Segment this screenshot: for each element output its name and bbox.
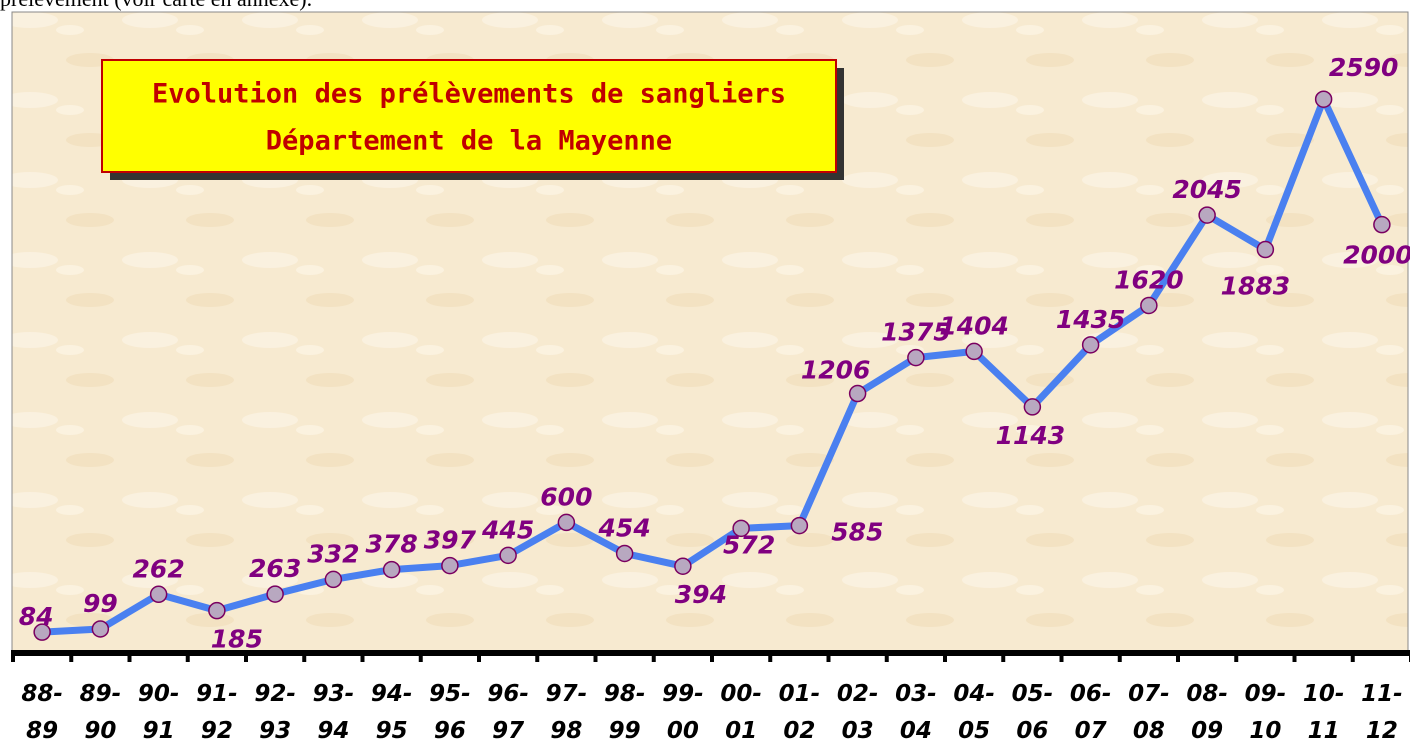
value-label: 2000 bbox=[1343, 241, 1410, 270]
value-label: 394 bbox=[675, 580, 727, 609]
value-label: 397 bbox=[424, 526, 477, 555]
marker bbox=[732, 519, 750, 538]
value-label: 1435 bbox=[1056, 305, 1126, 334]
marker bbox=[615, 544, 634, 563]
x-tick-label: 00- 01 bbox=[720, 681, 762, 744]
marker bbox=[674, 557, 692, 575]
value-label: 1206 bbox=[801, 356, 871, 385]
x-tick-label: 89- 90 bbox=[79, 681, 122, 744]
value-label: 1375 bbox=[881, 318, 951, 347]
x-tick-label: 99- 00 bbox=[662, 681, 704, 744]
marker bbox=[965, 342, 983, 361]
marker bbox=[1198, 206, 1216, 224]
x-tick-label: 94- 95 bbox=[370, 681, 413, 744]
marker bbox=[266, 585, 284, 603]
x-tick-label: 06- 07 bbox=[1069, 681, 1112, 744]
marker bbox=[149, 585, 168, 604]
x-tick-label: 95- 96 bbox=[429, 681, 471, 744]
marker bbox=[441, 556, 459, 575]
x-tick-label: 97- 98 bbox=[545, 681, 588, 744]
marker bbox=[1373, 215, 1391, 234]
value-label: 585 bbox=[831, 518, 883, 547]
marker bbox=[324, 570, 343, 589]
marker bbox=[1081, 336, 1100, 354]
marker bbox=[1023, 398, 1042, 416]
marker bbox=[499, 546, 517, 565]
x-tick-label: 09- 10 bbox=[1244, 681, 1287, 744]
marker bbox=[1140, 296, 1158, 315]
value-label: 84 bbox=[19, 602, 54, 631]
title-box bbox=[101, 59, 837, 173]
x-tick-label: 04- 05 bbox=[953, 681, 995, 744]
x-tick-label: 08- 09 bbox=[1186, 681, 1228, 744]
marker bbox=[1314, 90, 1333, 108]
value-label: 445 bbox=[481, 515, 534, 544]
marker bbox=[91, 620, 110, 638]
x-tick-label: 96- 97 bbox=[487, 681, 529, 744]
marker bbox=[1256, 240, 1275, 259]
x-tick-label: 88- 89 bbox=[21, 681, 63, 744]
value-label: 185 bbox=[211, 625, 263, 654]
value-label: 263 bbox=[249, 554, 301, 583]
data-line bbox=[41, 95, 1386, 636]
value-label: 99 bbox=[83, 589, 118, 618]
marker bbox=[907, 348, 925, 367]
value-label: 454 bbox=[598, 513, 651, 542]
header-text: prélèvement (voir carte en annexe). bbox=[0, 0, 312, 12]
value-label: 2045 bbox=[1172, 175, 1242, 204]
x-tick-label: 07- 08 bbox=[1128, 681, 1170, 744]
value-label: 2590 bbox=[1329, 53, 1399, 82]
marker bbox=[790, 516, 809, 535]
marker bbox=[848, 384, 867, 403]
marker bbox=[208, 601, 226, 620]
value-label: 1620 bbox=[1114, 265, 1184, 294]
chart-subtitle: Département de la Mayenne bbox=[266, 126, 672, 157]
x-tick-label: 02- 03 bbox=[836, 681, 879, 744]
value-label: 1404 bbox=[939, 311, 1009, 340]
chart-title: Evolution des prélèvements de sangliers bbox=[152, 79, 786, 110]
value-label: 600 bbox=[540, 482, 592, 511]
marker bbox=[33, 623, 51, 641]
x-tick-label: 93- 94 bbox=[312, 681, 355, 744]
x-tick-label: 98- 99 bbox=[603, 681, 646, 744]
x-tick-label: 01- 02 bbox=[778, 681, 821, 744]
marker bbox=[557, 513, 576, 532]
x-tick-label: 10- 11 bbox=[1302, 681, 1345, 744]
marker bbox=[382, 560, 401, 579]
x-tick-label: 92- 93 bbox=[254, 681, 296, 744]
x-tick-label: 91- 92 bbox=[196, 681, 238, 744]
x-tick-label: 03- 04 bbox=[895, 681, 937, 744]
x-tick-label: 90- 91 bbox=[137, 681, 180, 744]
value-label: 378 bbox=[366, 530, 418, 559]
x-tick-label: 05- 06 bbox=[1011, 681, 1054, 744]
value-label: 1143 bbox=[996, 421, 1066, 450]
value-label: 262 bbox=[133, 554, 185, 583]
value-label: 572 bbox=[723, 530, 775, 559]
value-label: 332 bbox=[307, 539, 359, 568]
x-tick-label: 11- 12 bbox=[1361, 681, 1403, 744]
value-label: 1883 bbox=[1221, 272, 1291, 301]
